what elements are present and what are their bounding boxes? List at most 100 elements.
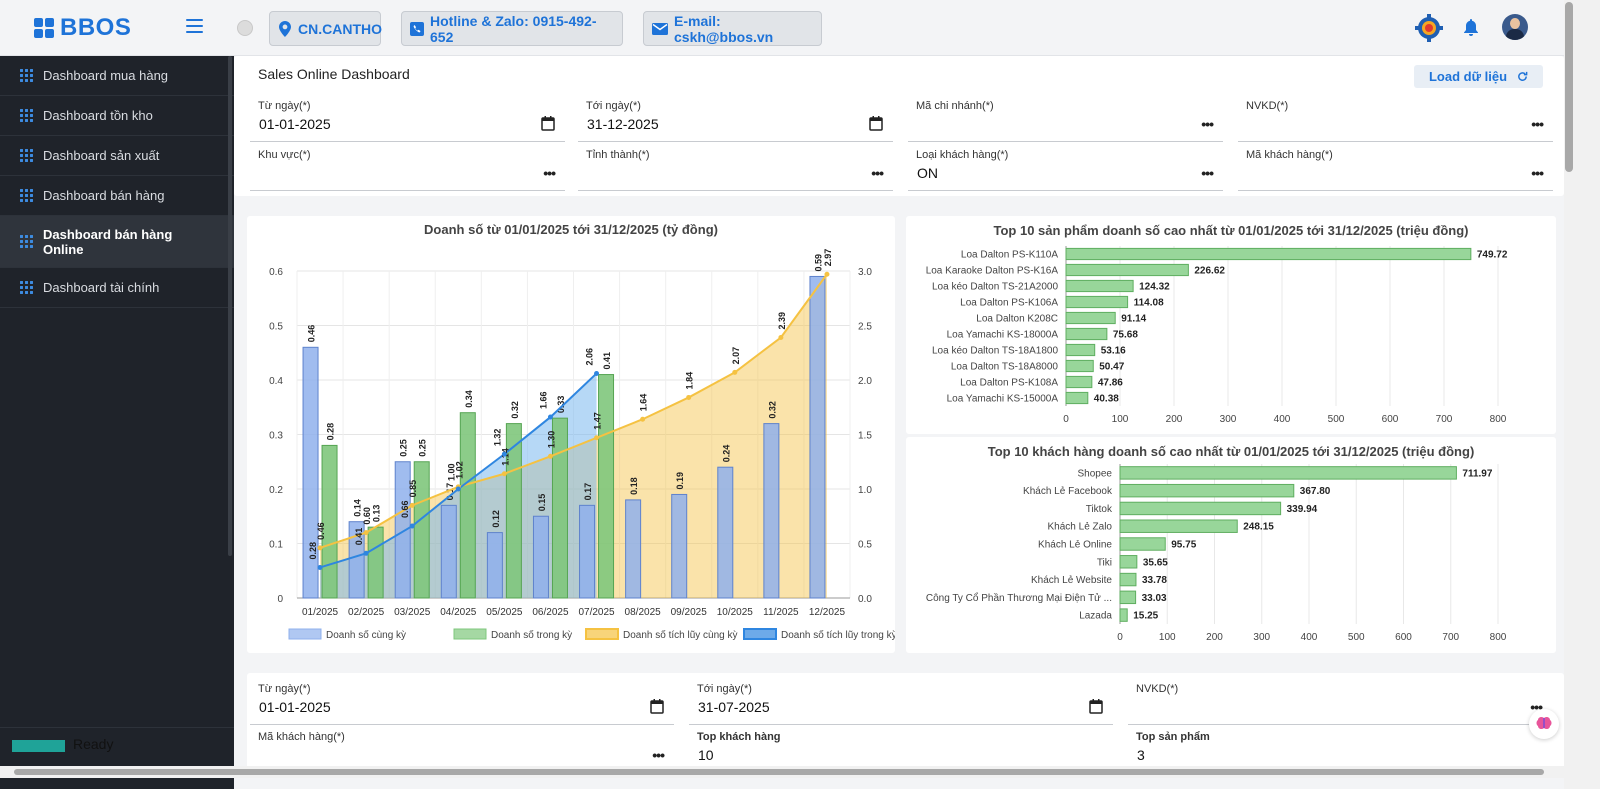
branch-pill[interactable]: CN.CANTHO: [269, 11, 382, 46]
bar-prev-period: [440, 504, 457, 599]
bar-prev-period: [394, 461, 411, 599]
page-horizontal-scrollbar[interactable]: [0, 766, 1564, 778]
y-tick-label: 0.6: [269, 267, 283, 278]
x-tick-label: 0: [1117, 632, 1123, 643]
logo[interactable]: BBOS: [34, 14, 131, 42]
line-data-label: 0.46: [316, 522, 326, 540]
more-options-icon[interactable]: •••: [1531, 116, 1544, 132]
more-options-icon[interactable]: •••: [652, 747, 665, 763]
y-tick-label: 0.1: [269, 540, 283, 551]
category-label: Khách Lẻ Website: [1031, 575, 1112, 586]
province-field[interactable]: Tỉnh thành(*) •••: [578, 143, 893, 191]
top-products-field[interactable]: Top sản phẩm 3: [1128, 725, 1552, 766]
load-data-button[interactable]: Load dữ liệu: [1414, 65, 1543, 88]
cumulative-current-point: [317, 564, 323, 570]
field-value: 01-01-2025: [259, 116, 331, 132]
sidebar-scrollbar[interactable]: [228, 56, 232, 556]
hotline-pill[interactable]: Hotline & Zalo: 0915-492-652: [401, 11, 623, 46]
customer-code-field[interactable]: Mã khách hàng(*) •••: [1238, 143, 1553, 191]
cumulative-prev-point: [686, 394, 692, 400]
from-date-field-2[interactable]: Từ ngày(*) 01-01-2025: [250, 677, 674, 725]
customer-code-field-2[interactable]: Mã khách hàng(*) •••: [250, 725, 674, 766]
x-tick-label: 800: [1490, 632, 1507, 643]
line-data-label: 1.14: [500, 448, 510, 466]
calendar-icon[interactable]: [650, 699, 664, 714]
notification-bell-icon[interactable]: [1463, 19, 1479, 37]
branch-code-field[interactable]: Mã chi nhánh(*) •••: [908, 94, 1223, 142]
bar-data-label: 248.15: [1243, 522, 1274, 533]
x-tick-label: 10/2025: [717, 607, 754, 618]
sidebar-item-purchasing[interactable]: Dashboard mua hàng: [0, 56, 234, 96]
scrollbar-thumb[interactable]: [14, 769, 1544, 775]
bar-current-period: [413, 461, 430, 599]
load-data-label: Load dữ liệu: [1428, 69, 1508, 84]
bar-data-label: 50.47: [1099, 362, 1124, 373]
field-label: Từ ngày(*): [258, 100, 311, 112]
line-data-label: 2.39: [777, 312, 787, 330]
bar-data-label: 0.13: [372, 505, 382, 523]
bar-data-label: 0.25: [418, 439, 428, 457]
bar-data-label: 114.08: [1134, 298, 1164, 309]
bar-data-label: 75.68: [1113, 330, 1138, 341]
bar-prev-period: [579, 504, 596, 599]
bar: [1065, 359, 1094, 373]
cumulative-prev-point: [732, 369, 738, 375]
calendar-icon[interactable]: [869, 116, 883, 131]
bar-data-label: 0.19: [675, 472, 685, 490]
line-data-label: 2.06: [585, 348, 595, 366]
logo-grid-icon: [34, 18, 54, 38]
sidebar: Dashboard mua hàng Dashboard tồn kho Das…: [0, 56, 234, 789]
branch-label: CN.CANTHO: [298, 20, 382, 37]
sidebar-item-sales[interactable]: Dashboard bán hàng: [0, 176, 234, 216]
from-date-field[interactable]: Từ ngày(*) 01-01-2025: [250, 94, 565, 142]
nvkd-field[interactable]: NVKD(*) •••: [1238, 94, 1553, 142]
to-date-field[interactable]: Tới ngày(*) 31-12-2025: [578, 94, 893, 142]
cumulative-prev-line: [319, 273, 828, 549]
page-vertical-scrollbar[interactable]: [1564, 0, 1600, 789]
assistant-brain-icon[interactable]: [1529, 709, 1559, 739]
bar-data-label: 339.94: [1287, 504, 1318, 515]
bar-prev-period: [486, 532, 503, 599]
to-date-field-2[interactable]: Tới ngày(*) 31-07-2025: [689, 677, 1113, 725]
bar: [1065, 263, 1189, 277]
top-customers-field[interactable]: Top khách hàng 10: [689, 725, 1113, 766]
category-label: Lazada: [1079, 611, 1112, 622]
calendar-icon[interactable]: [1089, 699, 1103, 714]
x-tick-label: 600: [1382, 414, 1399, 425]
line-data-label: 0.41: [354, 528, 364, 546]
top-products-chart: Top 10 sản phẩm doanh số cao nhất từ 01/…: [926, 223, 1508, 425]
more-options-icon[interactable]: •••: [871, 165, 884, 181]
sidebar-item-inventory[interactable]: Dashboard tồn kho: [0, 96, 234, 136]
sidebar-item-sales-online[interactable]: Dashboard bán hàng Online: [0, 216, 234, 268]
email-pill[interactable]: E-mail: cskh@bbos.vn: [643, 11, 822, 46]
more-options-icon[interactable]: •••: [1531, 165, 1544, 181]
sidebar-item-production[interactable]: Dashboard sản xuất: [0, 136, 234, 176]
refresh-icon: [1518, 71, 1528, 81]
bar-data-label: 0.12: [491, 510, 501, 528]
more-options-icon[interactable]: •••: [543, 165, 556, 181]
bar-data-label: 226.62: [1194, 266, 1225, 277]
email-label: E-mail: cskh@bbos.vn: [674, 12, 774, 45]
user-avatar[interactable]: [1502, 14, 1528, 40]
bar-prev-period: [348, 521, 365, 599]
nvkd-field-2[interactable]: NVKD(*) •••: [1128, 677, 1552, 725]
y-tick-label: 0.5: [269, 322, 283, 333]
cumulative-prev-point: [501, 471, 507, 477]
customer-type-field[interactable]: Loại khách hàng(*) ON •••: [908, 143, 1223, 191]
area-field[interactable]: Khu vực(*) •••: [250, 143, 565, 191]
cumulative-current-point: [547, 414, 553, 420]
more-options-icon[interactable]: •••: [1201, 116, 1214, 132]
bar-data-label: 33.78: [1142, 575, 1167, 586]
bar: [1065, 343, 1096, 357]
line-data-label: 1.64: [639, 394, 649, 412]
x-tick-label: 400: [1274, 414, 1291, 425]
sidebar-item-finance[interactable]: Dashboard tài chính: [0, 268, 234, 308]
settings-gear-icon[interactable]: [1415, 14, 1443, 42]
top-products-chart-card: Top 10 sản phẩm doanh số cao nhất từ 01/…: [906, 216, 1556, 434]
cumulative-current-point: [409, 523, 415, 529]
calendar-icon[interactable]: [541, 116, 555, 131]
legend-swatch: [453, 628, 487, 640]
more-options-icon[interactable]: •••: [1201, 165, 1214, 181]
menu-toggle-icon[interactable]: [186, 19, 203, 33]
scrollbar-thumb[interactable]: [1565, 2, 1573, 172]
